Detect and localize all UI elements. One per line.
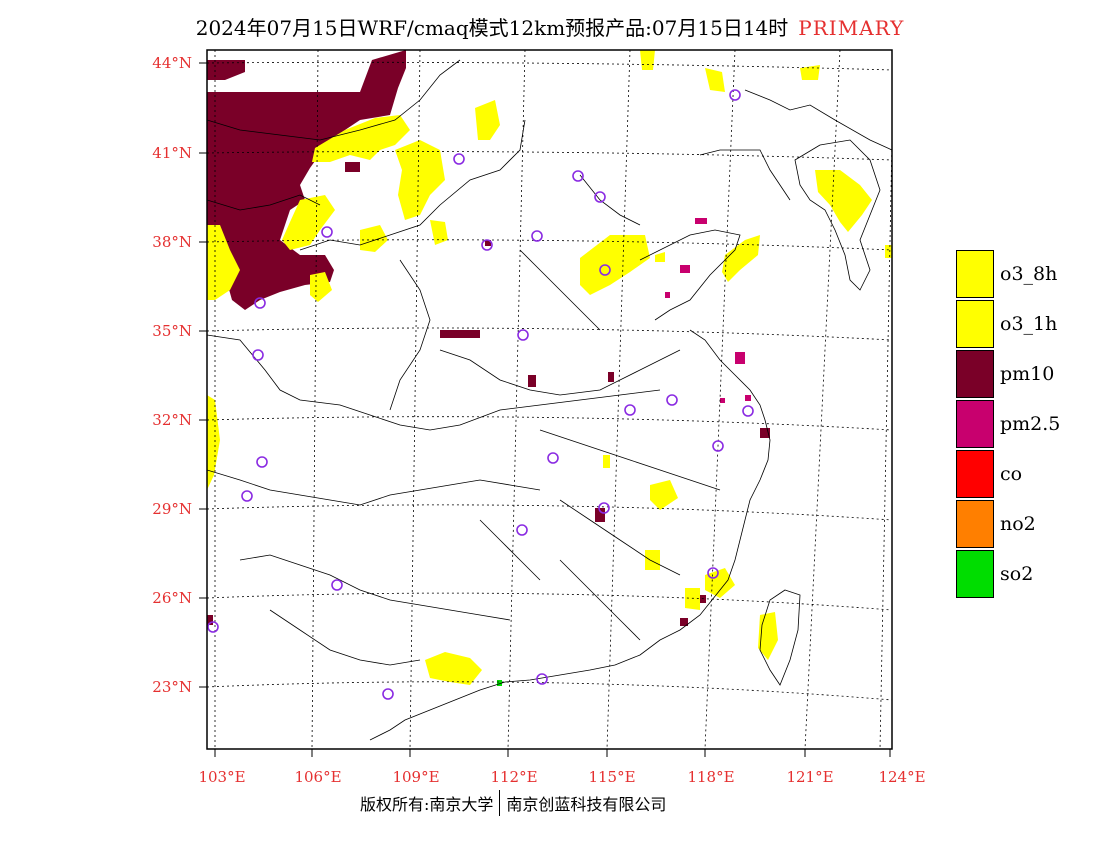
- pm10-region-top: [207, 60, 245, 80]
- legend-item-pm2-5: pm2.5: [956, 399, 1060, 449]
- lon-label-103: 103°E: [198, 768, 245, 786]
- legend-swatch: [956, 299, 994, 348]
- legend-item-no2: no2: [956, 499, 1060, 549]
- lon-label-124: 124°E: [878, 768, 925, 786]
- legend-swatch: [956, 499, 994, 548]
- legend-item-o3-8h: o3_8h: [956, 249, 1060, 299]
- pm25-spots: [665, 218, 751, 403]
- lon-label-115: 115°E: [588, 768, 635, 786]
- legend-item-o3-1h: o3_1h: [956, 299, 1060, 349]
- graticule: [207, 50, 892, 749]
- legend-label: co: [1000, 463, 1023, 485]
- legend-swatch: [956, 399, 994, 448]
- so2-spot: [497, 680, 502, 686]
- map-content: [207, 50, 892, 749]
- legend-swatch: [956, 449, 994, 498]
- lat-label-35: 35°N: [152, 322, 192, 340]
- boundaries: [207, 59, 892, 741]
- legend: o3_8h o3_1h pm10 pm2.5 co no2 so2: [956, 249, 1060, 599]
- copyright-right: 南京创蓝科技有限公司: [506, 795, 667, 814]
- map-frame: [206, 49, 893, 750]
- lat-label-44: 44°N: [152, 54, 192, 72]
- legend-swatch: [956, 349, 994, 398]
- title-main: 2024年07月15日WRF/cmaq模式12km预报产品:07月15日14时: [195, 16, 789, 40]
- pm10-spots: [207, 162, 770, 626]
- legend-label: o3_1h: [1000, 313, 1058, 335]
- legend-swatch: [956, 250, 994, 298]
- lat-label-26: 26°N: [152, 589, 192, 607]
- lon-label-112: 112°E: [490, 768, 537, 786]
- lon-label-109: 109°E: [392, 768, 439, 786]
- lat-labels: 44°N 41°N 38°N 35°N 32°N 29°N 26°N 23°N: [152, 54, 192, 696]
- legend-label: pm10: [1000, 363, 1055, 385]
- pm10-region-northwest: [207, 50, 406, 310]
- station-markers: [207, 89, 754, 700]
- map-title: 2024年07月15日WRF/cmaq模式12km预报产品:07月15日14时 P…: [0, 12, 1100, 41]
- legend-label: o3_8h: [1000, 263, 1058, 285]
- lat-label-32: 32°N: [152, 411, 192, 429]
- lat-label-29: 29°N: [152, 500, 192, 518]
- lat-label-23: 23°N: [152, 678, 192, 696]
- legend-label: so2: [1000, 563, 1034, 585]
- legend-item-so2: so2: [956, 549, 1060, 599]
- legend-swatch: [956, 549, 994, 598]
- footer-separator: [499, 790, 501, 816]
- lon-label-106: 106°E: [294, 768, 341, 786]
- legend-label: no2: [1000, 513, 1036, 535]
- legend-item-co: co: [956, 449, 1060, 499]
- lon-label-118: 118°E: [687, 768, 734, 786]
- lat-label-38: 38°N: [152, 233, 192, 251]
- lat-ticks: [199, 62, 207, 688]
- lon-labels: 103°E 106°E 109°E 112°E 115°E 118°E 121°…: [198, 768, 925, 786]
- copyright-left: 版权所有:南京大学: [360, 795, 494, 814]
- legend-item-pm10: pm10: [956, 349, 1060, 399]
- legend-label: pm2.5: [1000, 413, 1061, 435]
- lat-label-41: 41°N: [152, 144, 192, 162]
- lon-label-121: 121°E: [786, 768, 833, 786]
- copyright-footer: 版权所有:南京大学 南京创蓝科技有限公司: [360, 790, 666, 816]
- lon-ticks: [214, 749, 891, 757]
- title-tag: PRIMARY: [798, 16, 905, 40]
